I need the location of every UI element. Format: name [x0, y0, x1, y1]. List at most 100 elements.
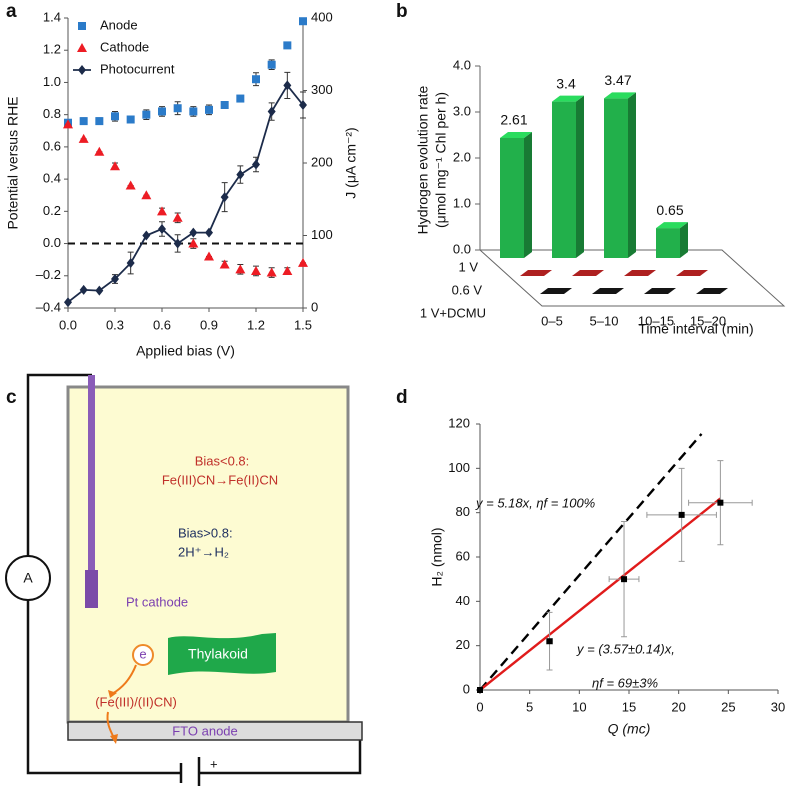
marker [252, 159, 260, 170]
y-tick-label: 0.8 [43, 106, 61, 121]
arrow-head [110, 734, 118, 744]
marker [110, 161, 120, 171]
electron-circle [132, 644, 154, 666]
y-tick-label: 100 [448, 460, 470, 475]
legend-marker [78, 65, 86, 75]
marker [126, 258, 135, 269]
panel-letter: c [6, 387, 17, 408]
bar-top [552, 95, 584, 102]
x-tick-label: 10 [572, 699, 586, 714]
note-high: Bias>0.8: [178, 525, 233, 540]
x-tick-label: 0.0 [59, 317, 77, 332]
y-tick-label: 4.0 [453, 57, 471, 72]
y-tick-label: 0.2 [43, 203, 61, 218]
y-tick-label: –0.4 [36, 299, 61, 314]
marker [282, 265, 293, 275]
battery-plus: + [210, 756, 218, 771]
marker [94, 146, 105, 156]
fit-annotation: y = 5.18x, ηf = 100% [475, 495, 595, 510]
x-tick-label: 10–15 [638, 313, 674, 328]
bar-top [644, 288, 676, 294]
marker [205, 227, 213, 238]
x-tick-label: 20 [671, 699, 685, 714]
x-tick-label: 1.2 [247, 317, 265, 332]
x-axis-label: Applied bias (V) [136, 343, 235, 359]
y-tick-label: –0.2 [36, 267, 61, 282]
panel-letter: b [396, 1, 408, 22]
y-tick-label: 40 [456, 593, 470, 608]
marker [220, 101, 229, 109]
marker [78, 133, 89, 143]
marker [189, 227, 198, 238]
bar-side [680, 222, 688, 258]
thylakoid-label: Thylakoid [188, 646, 248, 662]
marker [111, 112, 119, 121]
marker [266, 267, 277, 277]
marker [125, 180, 136, 190]
marker [235, 264, 246, 274]
marker [236, 169, 245, 180]
marker [79, 117, 88, 126]
legend-label: Anode [100, 17, 138, 32]
marker [158, 223, 166, 234]
mediator-label: (Fe(III)/(II)CN) [95, 694, 177, 709]
y-tick-label: 0.6 [43, 138, 61, 153]
bar-top [656, 222, 688, 229]
marker [299, 17, 307, 26]
marker [267, 106, 276, 117]
y-tick-label: 60 [456, 548, 470, 563]
marker [298, 257, 308, 267]
bar-side [576, 95, 584, 258]
marker [172, 212, 183, 222]
bar-top [500, 131, 532, 138]
x-tick-label: 0–5 [541, 313, 563, 328]
floor [478, 249, 786, 307]
y-axis-label: Hydrogen evolution rate [415, 85, 431, 234]
bar-front [500, 137, 524, 258]
marker [205, 105, 213, 114]
value-label: 2.61 [500, 112, 527, 128]
panel-letter: a [6, 1, 17, 22]
marker [252, 75, 260, 84]
marker [204, 251, 214, 261]
marker [189, 107, 198, 116]
bar-front [656, 228, 680, 258]
fit-annotation: y = (3.57±0.14)x, [576, 641, 675, 656]
legend-label: Photocurrent [100, 61, 175, 76]
marker [158, 107, 166, 116]
marker [111, 274, 119, 284]
fit-line [479, 497, 722, 691]
value-label: 0.65 [656, 202, 683, 218]
marker [220, 192, 229, 203]
cathode [85, 570, 98, 608]
marker [283, 80, 292, 91]
series-label: 0.6 V [452, 282, 483, 297]
series-label: 1 V+DCMU [420, 305, 486, 320]
point [621, 576, 628, 583]
point [717, 499, 724, 506]
x-tick-label: 30 [771, 699, 785, 714]
note-low-reaction: Fe(III)CN→Fe(II)CN [162, 472, 278, 487]
panel-c: c + A Bias<0.8: Fe(III)CN→Fe(II)CN Bias>… [5, 373, 363, 786]
bar-front [552, 101, 576, 258]
y2-tick-label: 200 [311, 154, 333, 169]
y-tick-label: 120 [448, 415, 470, 430]
y-tick-label: 1.0 [453, 195, 471, 210]
x-tick-label: 25 [721, 699, 735, 714]
x-tick-label: 0.3 [106, 317, 124, 332]
point [678, 511, 685, 518]
ammeter [5, 555, 51, 601]
y-axis-label: H₂ (nmol) [429, 527, 445, 586]
y-tick-label: 2.0 [453, 149, 471, 164]
marker [142, 230, 151, 241]
bar-top [592, 288, 624, 294]
y-axis-label: (μmol mg⁻¹ Chl per h) [433, 92, 449, 228]
bar-top [624, 270, 656, 276]
marker [64, 297, 72, 308]
x-axis-label: Q (mc) [608, 721, 651, 737]
bar-side [628, 92, 636, 258]
bar-top [540, 288, 572, 294]
bar-top [604, 92, 636, 99]
bar-top [676, 270, 708, 276]
